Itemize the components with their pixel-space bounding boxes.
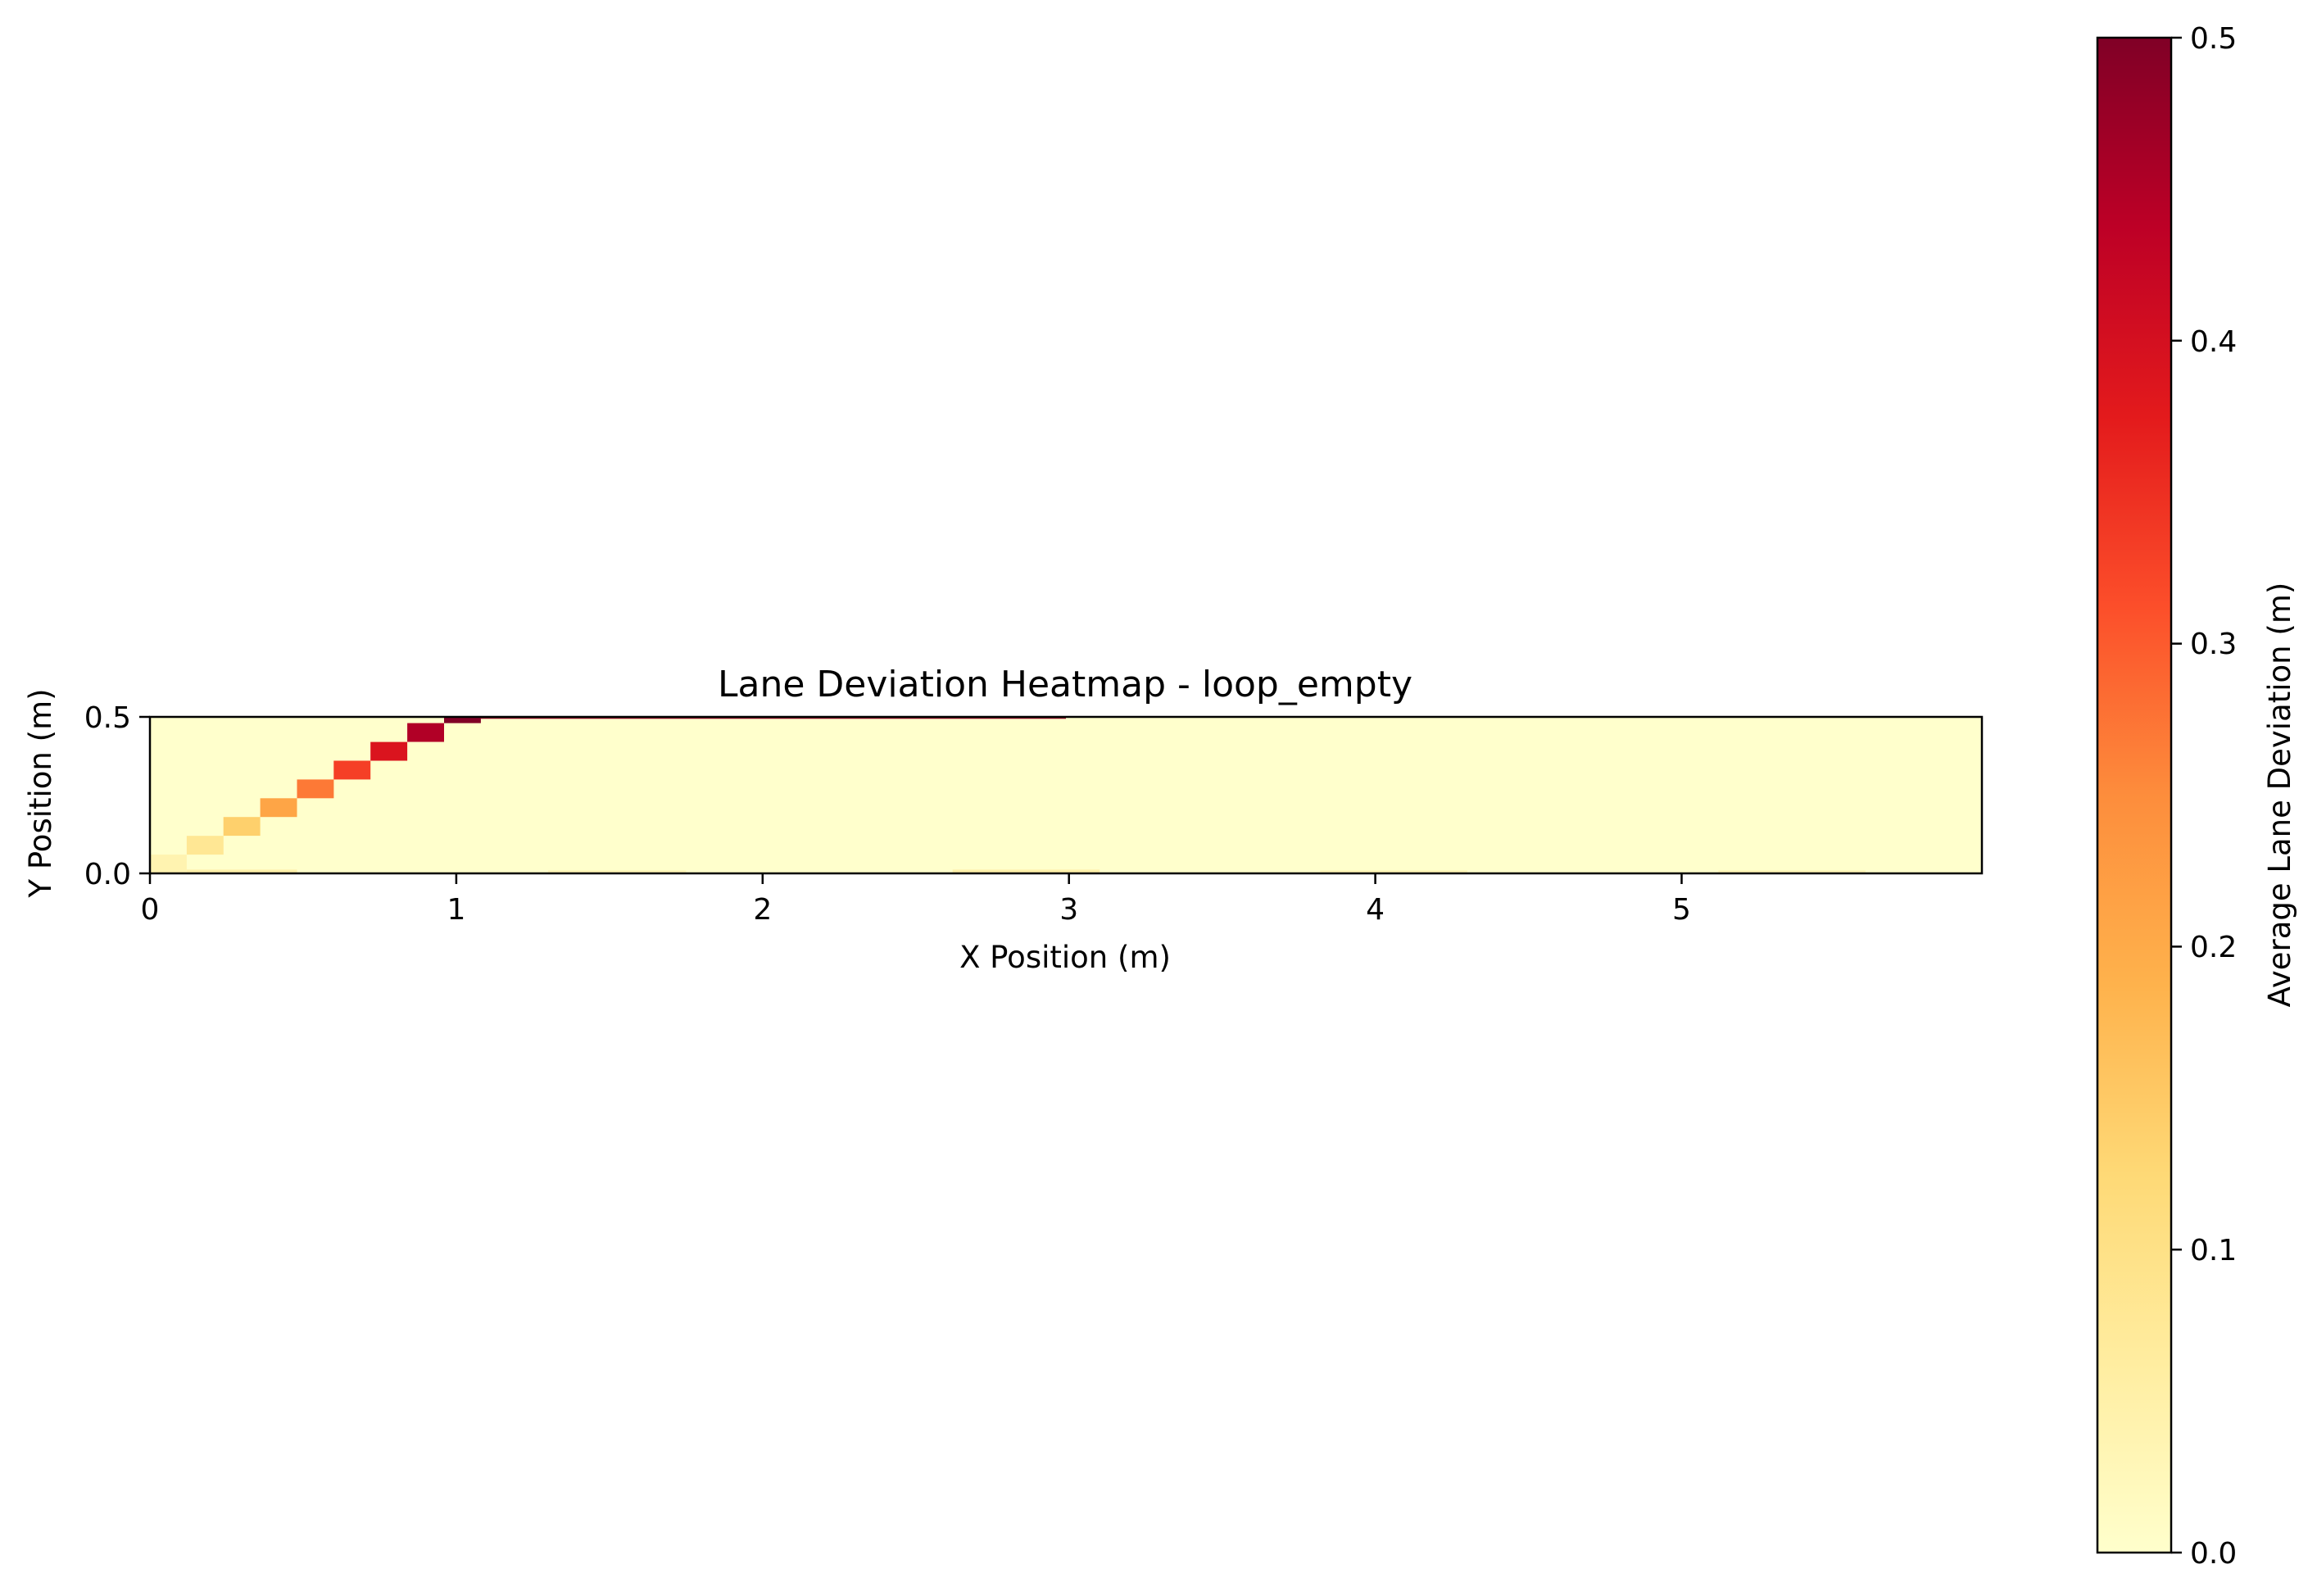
x-axis: 0 1 2 3 4 5 X Position (m) [141, 873, 1691, 975]
colorbar-tick-label-4: 0.4 [2190, 325, 2237, 359]
colorbar-tick-label-5: 0.5 [2190, 22, 2237, 56]
y-axis: 0.0 0.5 Y Position (m) [23, 688, 150, 899]
x-axis-label: X Position (m) [959, 940, 1171, 975]
heatmap-cell-4 [297, 779, 334, 799]
heatmap-background [150, 717, 1982, 873]
x-tick-label-3: 3 [1059, 893, 1078, 927]
heatmap-cell-6 [370, 741, 408, 761]
colorbar-tick-label-3: 0.3 [2190, 628, 2237, 661]
heatmap-cell-12 [952, 869, 1100, 873]
heatmap-cell-10 [186, 869, 297, 873]
heatmap-cell-0 [150, 855, 187, 873]
heatmap-cell-8 [444, 717, 481, 723]
heatmap-cell-5 [333, 760, 371, 780]
heatmap-cells [150, 717, 1866, 873]
heatmap-cell-2 [223, 817, 261, 837]
plot-frame [148, 715, 1984, 875]
plot-area [148, 715, 1984, 875]
y-tick-label-0: 0.0 [84, 858, 131, 891]
heatmap-cell-13 [1320, 870, 1467, 873]
heatmap-cell-3 [260, 798, 297, 818]
colorbar-tick-label-1: 0.1 [2190, 1234, 2237, 1267]
heatmap-cell-14 [1718, 870, 1866, 873]
colorbar-label: Average Lane Deviation (m) [2262, 583, 2297, 1008]
x-tick-label-5: 5 [1672, 893, 1691, 927]
colorbar-tick-label-0: 0.0 [2190, 1537, 2237, 1571]
colorbar-frame [2096, 36, 2173, 1554]
heatmap-cell-11 [548, 870, 687, 873]
chart-title: Lane Deviation Heatmap - loop_empty [718, 664, 1412, 705]
heatmap-cell-7 [407, 723, 444, 742]
colorbar-gradient [2097, 38, 2171, 1553]
x-tick-label-1: 1 [447, 893, 465, 927]
colorbar: 0.0 0.1 0.2 0.3 0.4 0.5 Average Lane Dev… [2096, 22, 2297, 1571]
x-tick-label-0: 0 [141, 893, 160, 927]
y-tick-label-1: 0.5 [84, 701, 131, 735]
x-tick-label-2: 2 [753, 893, 772, 927]
heatmap-cell-1 [186, 836, 224, 855]
x-tick-label-4: 4 [1366, 893, 1385, 927]
y-axis-label: Y Position (m) [23, 688, 58, 898]
colorbar-tick-label-2: 0.2 [2190, 931, 2237, 964]
